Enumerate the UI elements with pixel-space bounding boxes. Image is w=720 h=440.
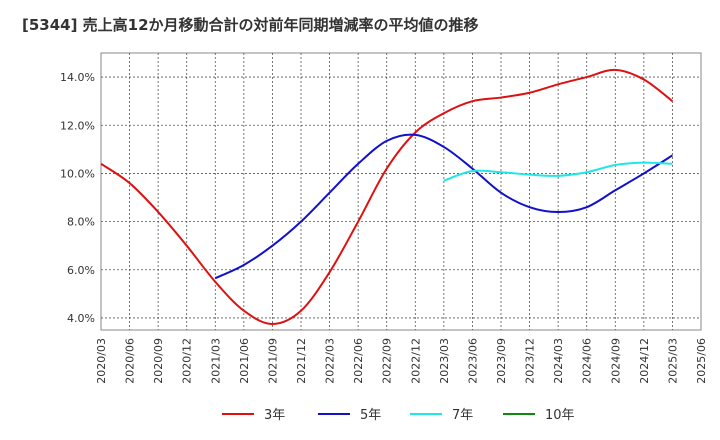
x-tick-label: 2020/12 [181,338,194,384]
series-line-3 [443,161,673,182]
x-tick-label: 2024/09 [609,338,622,384]
x-tick-label: 2021/12 [295,338,308,384]
x-tick-label: 2021/03 [209,338,222,384]
x-tick-label: 2022/06 [352,338,365,384]
y-tick-label: 10.0% [60,167,95,180]
x-tick-label: 2021/09 [266,338,279,384]
y-tick-label: 6.0% [67,264,95,277]
legend-label: 7年 [452,408,473,423]
x-tick-label: 2023/09 [495,338,508,384]
x-tick-label: 2023/03 [438,338,451,384]
y-tick-label: 14.0% [60,71,95,84]
chart-title: [5344] 売上高12か月移動合計の対前年同期増減率の平均値の推移 [22,16,479,34]
x-tick-label: 2024/03 [552,338,565,384]
legend-label: 10年 [545,408,575,423]
y-tick-label: 8.0% [67,216,95,229]
plot-area [100,52,702,331]
x-tick-label: 2022/09 [381,338,394,384]
series-line-1 [100,68,674,325]
x-tick-label: 2022/03 [324,338,337,384]
x-tick-label: 2025/06 [695,338,708,384]
legend-label: 3年 [264,408,285,423]
x-tick-label: 2022/12 [409,338,422,384]
x-tick-label: 2025/03 [666,338,679,384]
x-tick-label: 2021/06 [238,338,251,384]
x-tick-label: 2023/12 [524,338,537,384]
x-tick-label: 2020/09 [152,338,165,384]
legend-label: 5年 [360,408,381,423]
x-tick-label: 2020/03 [95,338,108,384]
y-tick-label: 4.0% [67,312,95,325]
y-tick-label: 12.0% [60,119,95,132]
x-tick-label: 2024/12 [638,338,651,384]
x-tick-label: 2020/06 [124,338,137,384]
x-tick-label: 2023/06 [466,338,479,384]
x-tick-label: 2024/06 [581,338,594,384]
series-line-2 [214,133,673,280]
